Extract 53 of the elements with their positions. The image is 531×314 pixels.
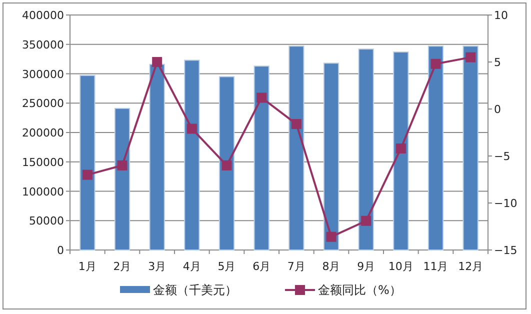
legend-label: 金额（千美元） — [153, 283, 237, 297]
point — [117, 160, 128, 170]
x-tick-label: 10月 — [388, 260, 414, 273]
point — [466, 52, 476, 62]
y-tick-label: 200000 — [22, 126, 64, 140]
point — [222, 160, 232, 170]
x-tick-label: 5月 — [218, 260, 236, 273]
y2-tick-label: −10 — [494, 197, 518, 210]
bar — [462, 46, 478, 250]
x-tick-label: 3月 — [148, 260, 166, 273]
bar — [184, 60, 200, 250]
y-tick-label: 150000 — [22, 156, 64, 169]
y-tick-label: 300000 — [22, 68, 64, 81]
y-tick-label: 250000 — [22, 97, 64, 110]
y2-tick-label: 5 — [494, 56, 501, 69]
y2-tick-label: 10 — [494, 9, 508, 22]
point — [361, 216, 372, 226]
x-tick-label: 11月 — [423, 260, 448, 273]
x-tick-label: 7月 — [287, 260, 306, 273]
y2-tick-label: −15 — [494, 244, 518, 257]
bar — [323, 62, 340, 250]
bar — [428, 46, 444, 250]
bar — [80, 75, 96, 250]
legend-label: 金额同比（%） — [318, 283, 402, 297]
y2-tick-label: −5 — [494, 150, 510, 163]
y-tick-label: 350000 — [22, 38, 64, 52]
point — [152, 57, 162, 67]
point — [256, 92, 267, 103]
x-tick-label: 8月 — [322, 260, 340, 273]
y-tick-label: 0 — [57, 244, 64, 257]
x-tick-label: 9月 — [357, 260, 376, 273]
bar — [218, 76, 235, 250]
x-tick-label: 1月 — [78, 260, 96, 273]
bar — [358, 48, 374, 250]
bar — [114, 108, 130, 250]
point — [291, 119, 302, 130]
bar — [254, 66, 270, 250]
x-tick-label: 6月 — [252, 260, 271, 273]
point — [326, 232, 336, 242]
bar — [393, 52, 409, 250]
point — [82, 170, 92, 180]
point — [396, 143, 406, 154]
bar — [288, 46, 304, 250]
y-tick-label: 100000 — [22, 185, 64, 198]
y2-tick-label: 0 — [494, 103, 501, 116]
x-tick-label: 2月 — [113, 260, 132, 273]
y-tick-label: 400000 — [22, 9, 64, 22]
point — [186, 124, 197, 134]
bar — [149, 64, 165, 250]
x-tick-label: 4月 — [182, 260, 201, 273]
x-tick-label: 12月 — [458, 260, 484, 273]
point — [430, 58, 441, 69]
y-tick-label: 50000 — [29, 214, 64, 228]
